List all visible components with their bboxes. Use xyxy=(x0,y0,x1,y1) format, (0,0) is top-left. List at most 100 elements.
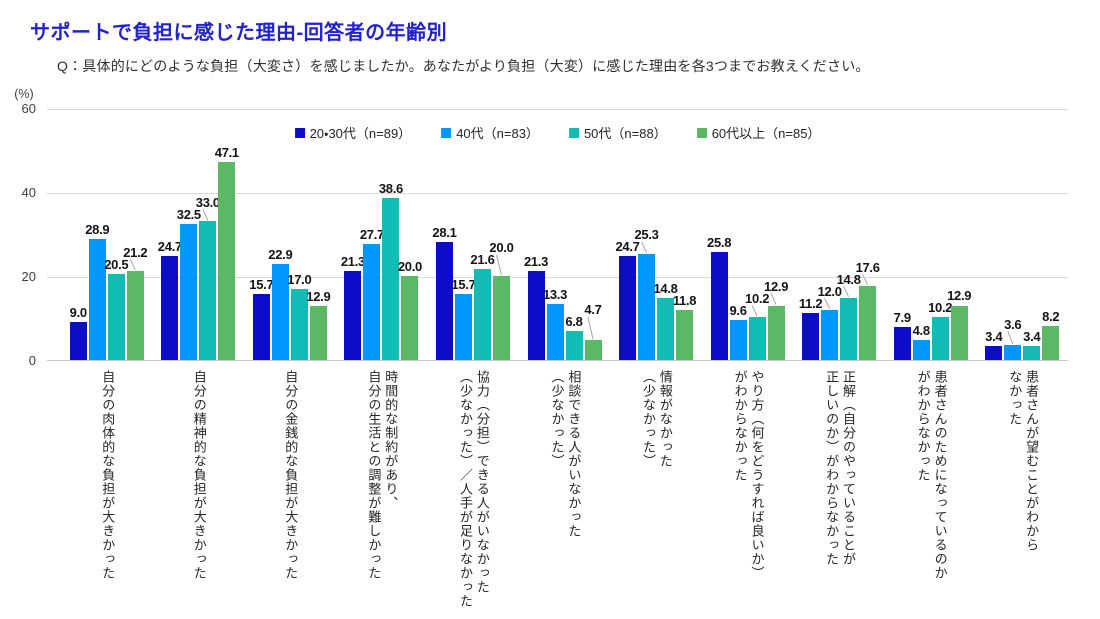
bar-s2-c10 xyxy=(1023,345,1041,360)
legend-item-3: 60代以上（n=85） xyxy=(696,123,820,142)
value-label-s0-c1: 24.7 xyxy=(157,239,182,255)
value-label-s2-c6: 14.8 xyxy=(653,280,678,296)
legend-swatch-icon xyxy=(568,127,579,138)
bar-s2-c7 xyxy=(748,317,766,360)
y-tick-label-60: 60 xyxy=(21,101,36,116)
value-label-s0-c5: 21.3 xyxy=(523,253,549,269)
bar-s0-c3 xyxy=(344,270,362,360)
bar-s0-c10 xyxy=(985,345,1003,360)
value-label-s3-c0: 21.2 xyxy=(123,244,148,260)
value-label-s1-c8: 12.0 xyxy=(817,283,842,299)
legend-item-1: 40代（n=83） xyxy=(441,123,539,142)
value-label-s1-c1: 32.5 xyxy=(176,206,201,222)
x-category-label-8: 正解（自分のやっていることが 正しいのか）がわからなかった xyxy=(824,370,857,566)
bar-s0-c5 xyxy=(527,270,545,360)
value-label-s1-c7: 9.6 xyxy=(729,302,747,318)
value-label-s0-c10: 3.4 xyxy=(985,328,1003,344)
x-category-label-2: 自分の金銭的な負担が大きかった xyxy=(283,370,299,580)
bar-s0-c6 xyxy=(619,256,637,360)
value-label-s0-c6: 24.7 xyxy=(615,239,640,255)
bar-s0-c1 xyxy=(161,256,179,360)
value-label-s0-c2: 15.7 xyxy=(249,277,274,293)
bar-s1-c7 xyxy=(729,319,747,360)
y-tick-label-40: 40 xyxy=(21,185,36,200)
bar-s3-c9 xyxy=(950,305,968,360)
value-label-s1-c10: 3.6 xyxy=(1004,316,1022,332)
value-label-s2-c1: 33.0 xyxy=(195,194,220,210)
x-category-label-0: 自分の肉体的な負担が大きかった xyxy=(100,370,116,580)
gridline-0 xyxy=(47,360,1068,361)
value-label-s2-c10: 3.4 xyxy=(1023,328,1041,344)
value-label-s1-c9: 4.8 xyxy=(912,322,930,338)
value-label-s3-c5: 4.7 xyxy=(584,302,602,318)
bar-s2-c3 xyxy=(382,197,400,360)
bar-s1-c2 xyxy=(271,263,289,360)
bar-s1-c0 xyxy=(88,238,106,360)
value-label-s1-c4: 15.7 xyxy=(451,277,476,293)
gridline-40 xyxy=(47,193,1068,194)
bar-s2-c5 xyxy=(565,331,583,360)
value-label-s2-c2: 17.0 xyxy=(287,271,312,287)
bar-s3-c7 xyxy=(767,305,785,360)
x-category-label-4: 協力（分担）できる人がいなかった （少なかった）／人手が足りなかった xyxy=(457,370,490,608)
value-label-s2-c3: 38.6 xyxy=(378,180,403,196)
legend-item-2: 50代（n=88） xyxy=(568,123,667,142)
value-label-s3-c4: 20.0 xyxy=(489,240,514,256)
leader-line xyxy=(202,208,209,221)
bar-s2-c8 xyxy=(840,297,858,360)
y-tick-label-0: 0 xyxy=(28,353,36,368)
leader-line xyxy=(129,259,136,271)
bar-s2-c2 xyxy=(290,288,308,360)
leader-line xyxy=(770,292,777,306)
leader-line xyxy=(495,254,502,276)
value-label-s1-c5: 13.3 xyxy=(542,287,568,303)
value-label-s3-c8: 17.6 xyxy=(855,259,880,275)
legend-label: 20・30代（n=89） xyxy=(309,126,412,141)
gridline-60 xyxy=(47,109,1068,110)
value-label-s2-c0: 20.5 xyxy=(104,256,129,272)
chart-plot-area: 20・30代（n=89） 40代（n=83） 50代（n=88） 60代以上（n=85… xyxy=(47,109,1068,361)
x-category-label-9: 患者さんのためになっているのか がわからなかった xyxy=(915,370,948,580)
leader-line xyxy=(641,241,648,253)
x-category-label-3: 時間的な制約があり、 自分の生活との調整が難しかった xyxy=(366,370,399,580)
bar-s0-c8 xyxy=(802,312,820,360)
leader-line xyxy=(824,298,831,309)
value-label-s3-c7: 12.9 xyxy=(764,278,789,294)
value-label-s3-c2: 12.9 xyxy=(306,288,331,304)
value-label-s0-c4: 28.1 xyxy=(432,224,457,240)
x-category-label-5: 相談できる人がいなかった （少なかった） xyxy=(549,370,582,538)
chart-legend: 20・30代（n=89） 40代（n=83） 50代（n=88） 60代以上（n=85… xyxy=(294,123,820,142)
legend-label: 50代（n=88） xyxy=(583,126,667,141)
bar-s1-c4 xyxy=(454,294,472,360)
value-label-s3-c1: 47.1 xyxy=(214,145,239,161)
legend-label: 40代（n=83） xyxy=(456,126,539,141)
value-label-s3-c10: 8.2 xyxy=(1042,308,1060,324)
legend-swatch-icon xyxy=(696,127,707,138)
bar-s3-c4 xyxy=(492,276,510,360)
x-category-label-6: 情報がなかった （少なかった） xyxy=(641,370,673,468)
bar-s0-c4 xyxy=(435,241,453,360)
y-axis-unit-label: (%) xyxy=(14,87,34,101)
leader-line xyxy=(843,286,850,298)
bar-s2-c1 xyxy=(199,221,217,360)
bar-s2-c6 xyxy=(657,297,675,360)
bar-s3-c1 xyxy=(218,162,236,360)
bar-s3-c2 xyxy=(309,305,327,360)
bar-s1-c3 xyxy=(363,243,381,360)
bar-s2-c9 xyxy=(931,317,949,360)
value-label-s2-c9: 10.2 xyxy=(928,300,953,316)
value-label-s1-c3: 27.7 xyxy=(359,226,384,242)
leader-line xyxy=(587,316,594,340)
bar-s1-c1 xyxy=(180,223,198,360)
x-category-label-7: やり方（何をどうすれば良いか） がわからなかった xyxy=(732,370,765,580)
value-label-s2-c4: 21.6 xyxy=(470,252,495,268)
bar-s1-c6 xyxy=(638,253,656,360)
value-label-s0-c8: 11.2 xyxy=(798,295,823,311)
bar-s2-c0 xyxy=(107,273,125,360)
x-category-label-10: 患者さんが望むことがわから なかった xyxy=(1007,370,1040,552)
leader-line xyxy=(751,304,758,317)
gridline-20 xyxy=(47,277,1068,278)
leader-line xyxy=(1007,331,1014,345)
bar-s1-c5 xyxy=(546,304,564,360)
bar-s3-c5 xyxy=(584,340,602,360)
